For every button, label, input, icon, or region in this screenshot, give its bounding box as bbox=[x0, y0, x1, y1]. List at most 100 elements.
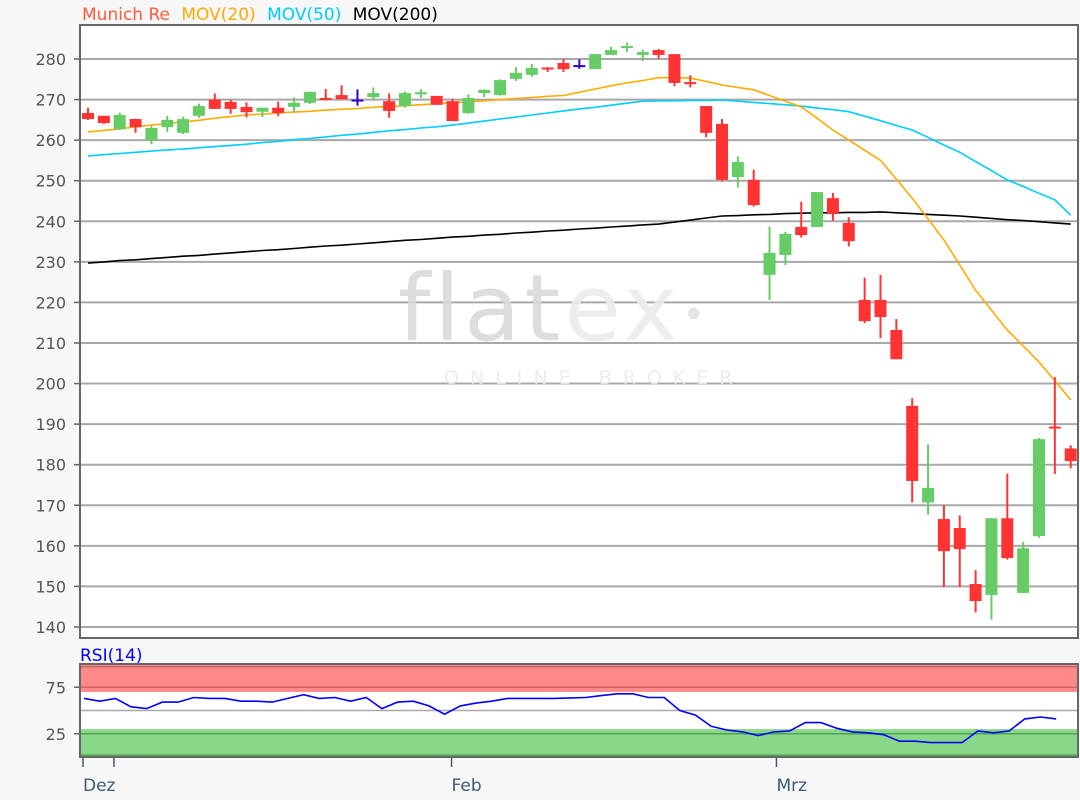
x-axis: Dez Feb Mrz bbox=[82, 758, 807, 796]
candle-body bbox=[1001, 518, 1014, 559]
candle bbox=[478, 89, 491, 98]
candle bbox=[842, 217, 855, 247]
candle bbox=[509, 67, 522, 81]
candle bbox=[874, 274, 887, 339]
candle bbox=[82, 107, 94, 120]
rsi-line bbox=[83, 692, 1057, 744]
y-tick-label: 150 bbox=[35, 577, 66, 596]
candle bbox=[541, 67, 554, 72]
candle bbox=[1033, 437, 1045, 538]
y-tick-label: 210 bbox=[35, 334, 66, 353]
y-tick-label: 200 bbox=[35, 375, 66, 394]
candle-body bbox=[636, 52, 649, 55]
candle-body bbox=[716, 123, 728, 180]
rsi-plot-border bbox=[79, 663, 1079, 758]
candle-body bbox=[1064, 448, 1077, 462]
candle-body bbox=[240, 106, 253, 113]
candle-body bbox=[874, 299, 887, 318]
candle bbox=[525, 63, 538, 77]
candle bbox=[573, 59, 586, 69]
x-tick-label: Dez bbox=[83, 776, 116, 796]
candle bbox=[414, 89, 427, 98]
candle bbox=[288, 97, 301, 113]
candle bbox=[700, 106, 713, 138]
x-tick-label: Feb bbox=[452, 776, 482, 796]
candle bbox=[906, 398, 919, 503]
candle-body bbox=[969, 583, 982, 602]
candle bbox=[557, 59, 570, 72]
ma200-line bbox=[87, 211, 1071, 264]
candle bbox=[922, 444, 935, 515]
candle bbox=[858, 277, 871, 324]
candle bbox=[747, 169, 760, 207]
candle-body bbox=[1033, 439, 1045, 537]
candle-body bbox=[985, 518, 998, 595]
candle-body bbox=[953, 527, 966, 550]
candle bbox=[462, 94, 475, 114]
candle-body bbox=[811, 192, 824, 227]
legend-ma20: MOV(20) bbox=[181, 5, 255, 25]
watermark-logo: flatex• bbox=[398, 255, 709, 362]
candle bbox=[684, 75, 697, 88]
y-tick-label: 140 bbox=[35, 618, 66, 637]
candle-body bbox=[446, 101, 459, 122]
candle-body bbox=[731, 162, 744, 178]
rsi-zones: 25 75 bbox=[46, 664, 1078, 757]
y-tick-label: 180 bbox=[35, 456, 66, 475]
candle-body bbox=[82, 112, 94, 120]
candle-body bbox=[700, 106, 713, 133]
candle-body bbox=[113, 114, 126, 130]
candle bbox=[224, 99, 237, 114]
ma20-line bbox=[87, 76, 1072, 401]
price-gridlines bbox=[80, 58, 1078, 628]
candle bbox=[985, 518, 998, 620]
candle-body bbox=[192, 106, 205, 116]
candle bbox=[716, 119, 728, 182]
candle-body bbox=[509, 72, 522, 79]
price-plot-area bbox=[80, 25, 1078, 638]
candle bbox=[605, 46, 618, 55]
candle bbox=[272, 101, 285, 117]
candle bbox=[636, 49, 649, 62]
flatex-watermark: flatex• ONLINE BROKER bbox=[398, 255, 732, 389]
candle-body bbox=[763, 252, 776, 275]
candle-body bbox=[478, 89, 491, 94]
candle-body bbox=[620, 46, 633, 49]
candle-body bbox=[145, 127, 158, 141]
ma200-layer bbox=[87, 211, 1071, 264]
candle bbox=[1001, 473, 1014, 560]
candle bbox=[779, 231, 792, 266]
candle-body bbox=[97, 115, 110, 124]
y-tick-label: 190 bbox=[35, 415, 66, 434]
candle-body bbox=[177, 119, 190, 133]
y-tick-label: 160 bbox=[35, 537, 66, 556]
candle-body bbox=[668, 54, 681, 83]
candle bbox=[795, 201, 808, 238]
candle-body bbox=[288, 102, 301, 107]
candle-body bbox=[906, 405, 919, 481]
candle bbox=[1064, 445, 1077, 469]
candle bbox=[811, 192, 824, 227]
candle-body bbox=[525, 67, 538, 75]
y-tick-label: 220 bbox=[35, 293, 66, 312]
rsi-title: RSI(14) bbox=[80, 646, 143, 666]
candle bbox=[652, 48, 665, 59]
candle-body bbox=[494, 80, 507, 96]
candle-body bbox=[208, 99, 221, 109]
y-tick-label: 230 bbox=[35, 253, 66, 272]
candle bbox=[383, 93, 396, 118]
candle-body bbox=[890, 330, 903, 360]
candle-body bbox=[383, 101, 396, 111]
candle-body bbox=[747, 179, 760, 206]
candle-body bbox=[652, 50, 665, 55]
candle bbox=[826, 192, 839, 221]
legend-ma200: MOV(200) bbox=[353, 5, 438, 25]
candle bbox=[303, 91, 316, 105]
candle bbox=[430, 95, 443, 105]
candle bbox=[145, 125, 158, 145]
ma50-layer bbox=[87, 99, 1072, 216]
candle bbox=[494, 79, 507, 96]
candle bbox=[953, 515, 966, 588]
candle-body bbox=[795, 226, 808, 236]
candle-body bbox=[1017, 548, 1030, 593]
